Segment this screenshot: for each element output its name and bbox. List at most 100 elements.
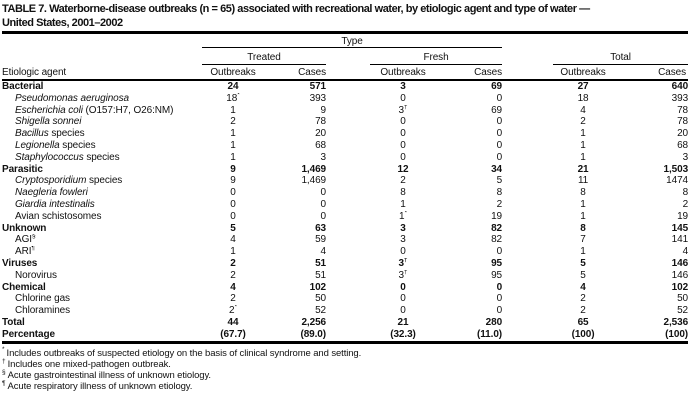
spacer-cell	[326, 293, 370, 305]
table-header: Type Treated Fresh Total Etiologic agent…	[2, 34, 688, 81]
treated-outbreaks-cell: 5	[230, 222, 236, 234]
spacer-cell	[502, 116, 553, 128]
etiologic-agent-cell: Chloramines	[15, 305, 71, 317]
total-cases-cell: 393	[671, 92, 688, 104]
treated-cases-cell: 102	[309, 281, 326, 293]
total-group-header: Total	[553, 47, 688, 65]
etiologic-agent-cell: Naegleria fowleri	[15, 187, 88, 199]
spacer-cell	[502, 128, 553, 140]
spacer-cell	[502, 258, 553, 270]
table-row: Chloramines 2* 52 0 0 2 52	[2, 305, 688, 317]
total-outbreaks-cell: 1	[580, 198, 586, 210]
fresh-outbreaks-cell: 3	[400, 234, 406, 246]
treated-cases-cell: 0	[320, 198, 326, 210]
total-cases-cell: 20	[677, 128, 688, 140]
footnotes: * Includes outbreaks of suspected etiolog…	[2, 347, 688, 393]
footnote-marker: §	[2, 368, 6, 376]
spacer-cell	[502, 293, 553, 305]
total-cases-cell: 50	[677, 293, 688, 305]
table-row: ARI¶ 1 4 0 0 1 4	[2, 246, 688, 258]
table-row: Viruses 2 51 3† 95 5 146	[2, 258, 688, 270]
footnote: * Includes outbreaks of suspected etiolog…	[2, 347, 688, 359]
spacer-cell	[326, 246, 370, 258]
spacer-cell	[502, 93, 553, 105]
treated-outbreaks-cell: 0	[230, 198, 236, 210]
spacer-cell	[326, 175, 370, 187]
fresh-cases-cell: 69	[491, 81, 503, 92]
treated-outbreaks-cell: 2	[230, 116, 236, 128]
fresh-group-header: Fresh	[370, 47, 503, 65]
treated-cases-header: Cases	[264, 64, 326, 81]
total-outbreaks-cell: 8	[580, 222, 586, 234]
treated-cases-cell: 52	[315, 305, 326, 317]
total-cases-cell: 145	[671, 222, 688, 234]
table-row: Legionella species 1 68 0 0 1 68	[2, 140, 688, 152]
spacer-header-cell	[326, 48, 370, 65]
etiologic-agent-cell: Bacterial	[2, 81, 44, 92]
spacer-cell	[502, 140, 553, 152]
total-cases-cell: 52	[677, 305, 688, 317]
table-row: Chlorine gas 2 50 0 0 2 50	[2, 293, 688, 305]
spacer-cell	[326, 105, 370, 117]
spacer-cell	[326, 270, 370, 282]
fresh-cases-cell: 34	[491, 163, 503, 175]
treated-cases-cell: 68	[315, 139, 326, 151]
blank-header-cell	[2, 48, 202, 65]
treated-cases-cell: 51	[315, 269, 326, 281]
total-outbreaks-cell: 21	[577, 163, 589, 175]
treated-cases-cell: 63	[315, 222, 326, 234]
treated-outbreaks-cell: 4	[230, 234, 236, 246]
spacer-cell	[326, 187, 370, 199]
total-outbreaks-cell: 1	[580, 128, 586, 140]
spacer-cell	[502, 317, 553, 329]
table-row: Bacterial 24 571 3 69 27 640	[2, 80, 688, 93]
total-outbreaks-cell: 18	[577, 92, 589, 104]
total-cases-cell: (100)	[613, 328, 688, 344]
treated-cases-cell: 50	[315, 293, 326, 305]
treated-outbreaks-cell: 2*	[229, 305, 237, 317]
treated-cases-cell: (89.0)	[264, 328, 326, 344]
etiologic-agent-cell: Legionella species	[15, 139, 96, 151]
total-outbreaks-cell: 1	[580, 210, 586, 222]
total-cases-cell: 146	[671, 257, 688, 269]
spacer-cell	[326, 223, 370, 235]
type-group-header: Type	[202, 34, 503, 48]
treated-cases-cell: 59	[315, 234, 326, 246]
table-row: Chemical 4 102 0 0 4 102	[2, 282, 688, 294]
spacer-cell	[326, 305, 370, 317]
spacer-cell	[326, 258, 370, 270]
total-outbreaks-cell: 65	[577, 316, 589, 328]
fresh-outbreaks-cell: 1	[400, 198, 406, 210]
column-header-row: Etiologic agent Outbreaks Cases Outbreak…	[2, 64, 688, 81]
fresh-outbreaks-cell: 3†	[398, 257, 408, 269]
treated-outbreaks-cell: 44	[227, 316, 239, 328]
title-rule	[2, 31, 688, 34]
fresh-cases-cell: 0	[496, 305, 503, 317]
etiologic-agent-cell: ARI¶	[15, 246, 35, 258]
spacer-cell	[326, 140, 370, 152]
total-outbreaks-cell: 1	[580, 139, 586, 151]
table-row: Shigella sonnei 2 78 0 0 2 78	[2, 116, 688, 128]
etiologic-agent-header: Etiologic agent	[2, 64, 202, 81]
fresh-cases-cell: 0	[496, 151, 503, 163]
footnote: § Acute gastrointestinal illness of unkno…	[2, 368, 688, 381]
blank-header-cell	[502, 34, 688, 48]
group-header-row: Treated Fresh Total	[2, 47, 688, 65]
spacer-cell	[326, 164, 370, 176]
table-title-line1: TABLE 7. Waterborne-disease outbreaks (n…	[2, 3, 590, 15]
etiologic-agent-cell: Cryptosporidium species	[15, 175, 123, 187]
fresh-cases-cell: 19	[491, 210, 503, 222]
treated-cases-cell: 0	[320, 210, 326, 222]
treated-cases-cell: 393	[309, 92, 326, 104]
spacer-cell	[502, 80, 553, 93]
total-cases-cell: 141	[671, 234, 688, 246]
fresh-outbreaks-cell: 0	[400, 246, 406, 258]
total-outbreaks-cell: 7	[580, 234, 586, 246]
fresh-outbreaks-cell: 0	[400, 281, 406, 293]
treated-outbreaks-cell: 24	[227, 81, 239, 92]
total-outbreaks-cell: (100)	[553, 328, 614, 344]
spacer-cell	[326, 199, 370, 211]
spacer-header-cell	[502, 64, 554, 81]
footnote-text: Acute gastrointestinal illness of unknow…	[7, 369, 211, 381]
spacer-cell	[502, 234, 553, 246]
